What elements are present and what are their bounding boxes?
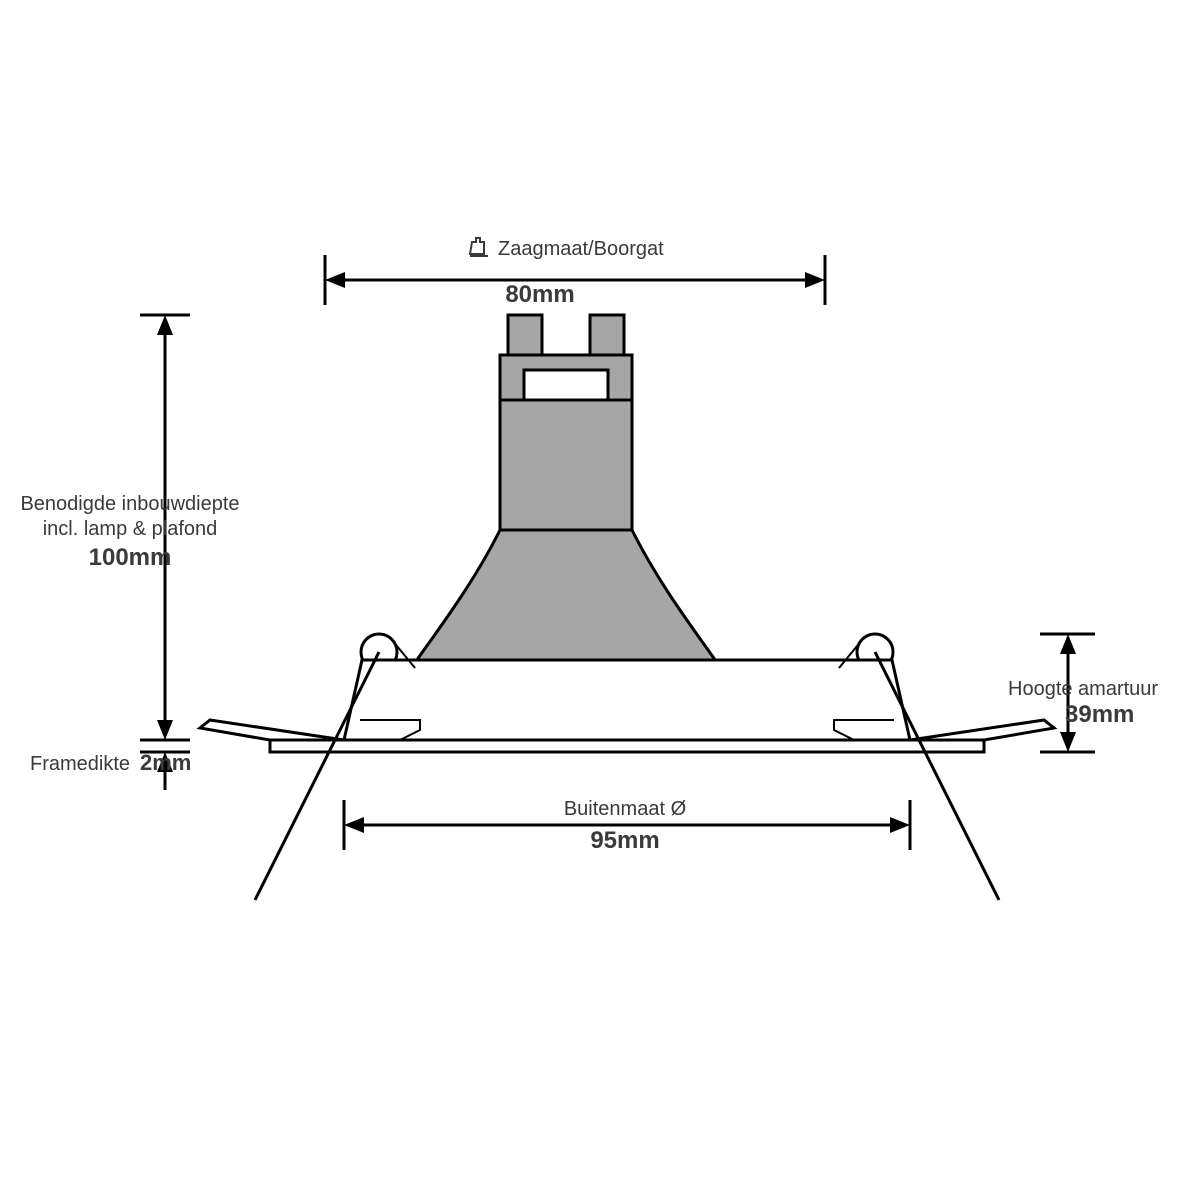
bulb-body [410,315,722,670]
dim-top-label: Zaagmaat/Boorgat [498,238,664,260]
dim-left-label1: Benodigde inbouwdiepte [20,493,239,515]
dim-frame-value: 2mm [140,750,191,775]
dim-top-value: 80mm [505,281,574,308]
dim-right-value: 39mm [1065,701,1134,728]
dim-bottom: Buitenmaat Ø 95mm [344,798,910,854]
dim-left-label2: incl. lamp & plafond [43,518,218,540]
dim-bottom-value: 95mm [590,827,659,854]
dim-bottom-label: Buitenmaat Ø [564,798,686,820]
dim-frame-thickness: Framedikte 2mm [30,750,191,790]
dim-right-height: Hoogte amartuur 39mm [1008,634,1158,752]
dim-right-label: Hoogte amartuur [1008,678,1158,700]
dim-top: Zaagmaat/Boorgat 80mm [325,238,825,308]
dim-left-value: 100mm [89,544,172,571]
technical-diagram: Zaagmaat/Boorgat 80mm Benodigde inbouwdi… [0,0,1200,1200]
dim-left-depth: Benodigde inbouwdiepte incl. lamp & plaf… [20,315,239,740]
fixture-body [200,634,1054,900]
dim-frame-label: Framedikte [30,753,130,775]
